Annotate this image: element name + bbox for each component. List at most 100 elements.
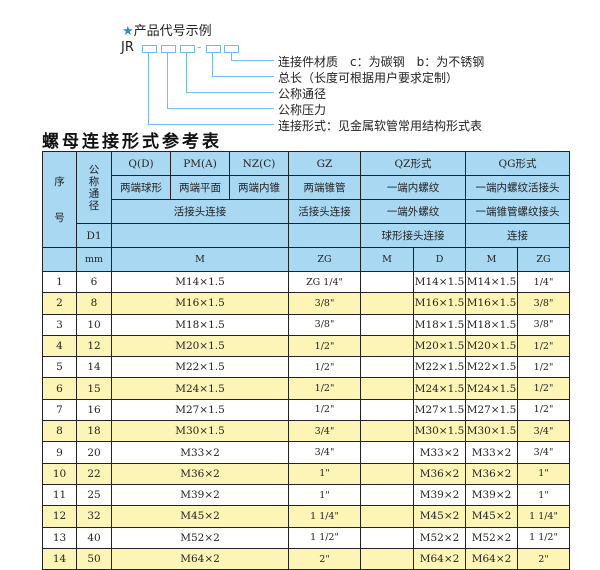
cell-qgm: M45×2 <box>465 505 518 528</box>
cell-zg: 1/2" <box>288 356 361 379</box>
legend-diameter: 公称通径 <box>278 87 327 101</box>
cell-dn: 6 <box>76 270 112 294</box>
cell-qgzg: 2" <box>517 547 570 570</box>
header-pm: PM(A) <box>170 151 230 176</box>
cell-zg: 1 1/4" <box>288 505 361 528</box>
cell-m: M39×2 <box>111 483 289 507</box>
cell-qgm: M33×2 <box>465 441 518 464</box>
cell-qzd: M39×2 <box>413 483 466 507</box>
cell-zg: 3/8" <box>288 313 361 336</box>
cell-m: M18×1.5 <box>111 313 289 336</box>
cell-no: 4 <box>42 334 77 358</box>
cell-dn: 16 <box>76 398 112 422</box>
cell-qzd: M30×1.5 <box>413 420 466 443</box>
cell-qgm: M24×1.5 <box>465 377 518 400</box>
cell-dn: 32 <box>76 505 112 528</box>
header-union-connection: 活接头连接 <box>111 199 289 224</box>
connector-line <box>231 60 274 61</box>
cell-qzd: M52×2 <box>413 526 466 549</box>
header-seq: 序 号 <box>42 151 77 248</box>
cell-no: 10 <box>42 462 77 485</box>
cell-qzm <box>360 334 414 358</box>
cell-qzd: M45×2 <box>413 505 466 528</box>
cell-qgzg: 1/2" <box>517 377 570 400</box>
cell-m: M52×2 <box>111 526 289 549</box>
cell-no: 6 <box>42 377 77 400</box>
cell-qgm: M18×1.5 <box>465 313 518 336</box>
cell-m: M14×1.5 <box>111 270 289 294</box>
cell-zg: 1" <box>288 462 361 485</box>
code-box-5 <box>224 45 239 53</box>
cell-m: M45×2 <box>111 505 289 528</box>
table-row: 8 18 M30×1.5 3/4" M30×1.5 M30×1.5 3/4" <box>42 420 570 443</box>
cell-qgm: M20×1.5 <box>465 334 518 358</box>
cell-no: 7 <box>42 398 77 422</box>
code-box-1 <box>142 45 157 53</box>
cell-qgzg: 1 1/4" <box>517 505 570 528</box>
cell-no: 13 <box>42 526 77 549</box>
cell-qzm <box>360 483 414 507</box>
cell-m: M24×1.5 <box>111 377 289 400</box>
cell-qzd: M20×1.5 <box>413 334 466 358</box>
cell-qgzg: 3/4" <box>517 441 570 464</box>
header-pm-desc: 两端平面 <box>170 175 230 200</box>
header-m: M <box>111 247 289 272</box>
legend-length: 总长（长度可根据用户要求定制） <box>278 71 459 85</box>
cell-qzd: M33×2 <box>413 441 466 464</box>
cell-m: M33×2 <box>111 441 289 464</box>
cell-dn: 8 <box>76 292 112 315</box>
cell-qzm <box>360 420 414 443</box>
example-heading: ★产品代号示例 <box>122 20 212 39</box>
code-prefix: JR <box>121 40 134 55</box>
cell-dn: 40 <box>76 526 112 549</box>
table-row: 2 8 M16×1.5 3/8" M16×1.5 M16×1.5 3/8" <box>42 292 570 315</box>
cell-qgzg: 1/2" <box>517 398 570 422</box>
cell-qgzg: 1" <box>517 483 570 507</box>
cell-dn: 15 <box>76 377 112 400</box>
header-qg-connection: 一端锥管螺纹接头 <box>465 199 570 224</box>
cell-no: 12 <box>42 505 77 528</box>
cell-m: M16×1.5 <box>111 292 289 315</box>
cell-qgzg: 1/2" <box>517 356 570 379</box>
cell-zg: 1 1/2" <box>288 526 361 549</box>
table-row: 13 40 M52×2 1 1/2" M52×2 M52×2 1 1/2" <box>42 526 570 549</box>
cell-dn: 25 <box>76 483 112 507</box>
header-q-desc: 两端球形 <box>111 175 171 200</box>
header-gz: GZ <box>288 151 361 176</box>
header-blank-1 <box>111 223 289 248</box>
connector-line <box>231 53 232 60</box>
cell-qzd: M24×1.5 <box>413 377 466 400</box>
cell-qzm <box>360 270 414 294</box>
table-row: 4 12 M20×1.5 1/2" M20×1.5 M20×1.5 1/2" <box>42 334 570 358</box>
header-qz-desc: 一端内螺纹 <box>360 175 466 200</box>
header-d1: D1 <box>76 223 112 248</box>
header-nz: NZ(C) <box>229 151 289 176</box>
cell-qgzg: 1 1/2" <box>517 526 570 549</box>
header-qg-link: 连接 <box>465 223 570 248</box>
cell-dn: 22 <box>76 462 112 485</box>
header-nominal-diameter: 公称通径 <box>76 151 112 224</box>
cell-qgm: M30×1.5 <box>465 420 518 443</box>
cell-qzm <box>360 441 414 464</box>
nut-connection-table: 序 号 公称通径 Q(D) PM(A) NZ(C) GZ QZ形式 QG形式 两… <box>42 151 570 570</box>
cell-no: 14 <box>42 547 77 570</box>
cell-qzm <box>360 313 414 336</box>
header-qg: QG形式 <box>465 151 570 176</box>
table-row: 12 32 M45×2 1 1/4" M45×2 M45×2 1 1/4" <box>42 505 570 528</box>
cell-no: 5 <box>42 356 77 379</box>
cell-qzm <box>360 398 414 422</box>
code-box-2 <box>161 45 176 53</box>
cell-no: 8 <box>42 420 77 443</box>
cell-m: M27×1.5 <box>111 398 289 422</box>
header-qz-connection: 一端外螺纹 <box>360 199 466 224</box>
header-blank-2 <box>288 223 361 248</box>
cell-m: M36×2 <box>111 462 289 485</box>
cell-dn: 50 <box>76 547 112 570</box>
cell-qgm: M16×1.5 <box>465 292 518 315</box>
cell-m: M22×1.5 <box>111 356 289 379</box>
cell-qzd: M18×1.5 <box>413 313 466 336</box>
table-row: 3 10 M18×1.5 3/8" M18×1.5 M18×1.5 3/8" <box>42 313 570 336</box>
cell-no: 9 <box>42 441 77 464</box>
cell-qgzg: 3/8" <box>517 313 570 336</box>
header-qz-m: M <box>360 247 414 272</box>
